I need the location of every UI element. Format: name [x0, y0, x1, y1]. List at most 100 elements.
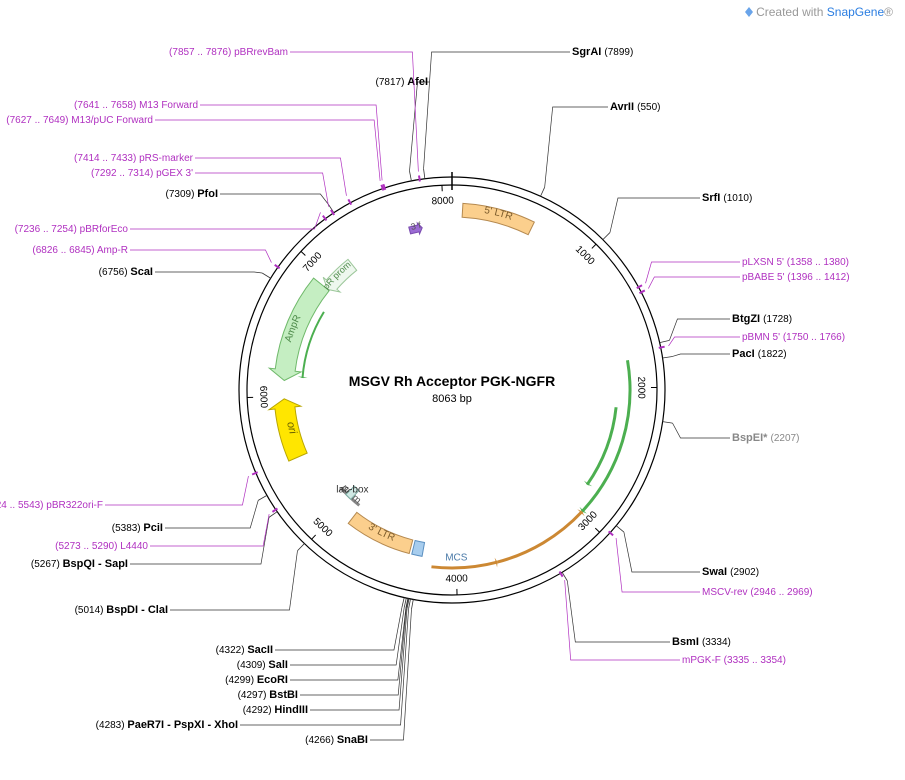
- svg-text:(5267) BspQI - SapI: (5267) BspQI - SapI: [31, 558, 128, 570]
- tick: [312, 535, 316, 539]
- svg-text:BtgZI (1728): BtgZI (1728): [732, 313, 792, 325]
- svg-text:(4292) HindIII: (4292) HindIII: [243, 704, 308, 716]
- leader-line: [130, 212, 320, 229]
- primer-tick: [419, 176, 420, 182]
- primer-label: mPGK-F (3335 .. 3354): [682, 655, 786, 666]
- leader-line: [545, 107, 608, 187]
- primer-label: (7627 .. 7649) M13/pUC Forward: [6, 115, 153, 126]
- tick-label: 8000: [431, 195, 454, 207]
- svg-text:(4283) PaeR7I - PspXI - XhoI: (4283) PaeR7I - PspXI - XhoI: [96, 719, 238, 731]
- primer-label: (7857 .. 7876) pBRrevBam: [169, 47, 288, 58]
- leader-line: [610, 198, 700, 233]
- leader-line: [672, 354, 730, 356]
- svg-text:(5383) PciI: (5383) PciI: [112, 522, 163, 534]
- primer-label: pBMN 5' (1750 .. 1766): [742, 332, 845, 343]
- svg-text:(4322) SacII: (4322) SacII: [216, 644, 273, 656]
- svg-text:(7817) AfeI: (7817) AfeI: [376, 76, 428, 88]
- site-label: BtgZI (1728): [732, 313, 792, 325]
- site-label: AvrII (550): [610, 101, 660, 113]
- leader-line: [200, 105, 382, 180]
- site-label: SgrAI (7899): [572, 46, 633, 58]
- primer-label: (5524 .. 5543) pBR322ori-F: [0, 500, 103, 511]
- watermark: Created with SnapGene®: [745, 5, 893, 19]
- site-label: (7309) PfoI: [166, 188, 218, 200]
- site-label: SrfI (1010): [702, 192, 752, 204]
- tick-label: 2000: [635, 376, 646, 399]
- leader-line: [290, 608, 406, 680]
- site-tick: [424, 169, 425, 179]
- site-tick: [411, 599, 413, 609]
- site-tick: [562, 572, 567, 581]
- site-label: (6756) ScaI: [99, 266, 153, 278]
- svg-text:(7309) PfoI: (7309) PfoI: [166, 188, 218, 200]
- site-label: BsmI (3334): [672, 636, 731, 648]
- site-tick: [663, 356, 673, 358]
- primer-tick: [659, 347, 665, 348]
- site-label: (5014) BspDI - ClaI: [75, 604, 168, 616]
- svg-text:(5014) BspDI - ClaI: (5014) BspDI - ClaI: [75, 604, 168, 616]
- feature-label: MCS: [445, 552, 468, 563]
- leader-line: [155, 272, 262, 273]
- leader-line: [300, 608, 406, 695]
- site-tick: [297, 544, 304, 551]
- leader-line: [669, 337, 740, 346]
- site-tick: [663, 422, 673, 423]
- site-tick: [410, 171, 412, 181]
- plasmid-map: Created with SnapGene®100020003000400050…: [0, 0, 905, 780]
- primer-label: (7292 .. 7314) pGEX 3': [91, 168, 193, 179]
- leader-line: [567, 581, 670, 642]
- svg-text:Created with SnapGene®: Created with SnapGene®: [756, 5, 893, 19]
- primer-label: pLXSN 5' (1358 .. 1380): [742, 257, 849, 268]
- map-size: 8063 bp: [432, 393, 472, 405]
- feature-label: lac-box: [336, 485, 368, 496]
- site-label: (5267) BspQI - SapI: [31, 558, 128, 570]
- leader-line: [220, 194, 328, 204]
- svg-text:(4266) SnaBI: (4266) SnaBI: [305, 734, 368, 746]
- site-tick: [616, 526, 624, 532]
- site-tick: [660, 340, 670, 342]
- site-label: BspEI* (2207): [732, 432, 799, 444]
- feature-arc: [497, 512, 582, 563]
- feature-arc: [587, 407, 616, 484]
- primer-label: (7414 .. 7433) pRS-marker: [74, 153, 194, 164]
- leader-line: [130, 250, 271, 263]
- tick: [301, 251, 305, 255]
- feature-block: [412, 541, 425, 557]
- leader-line: [290, 52, 418, 172]
- leader-line: [150, 514, 269, 546]
- svg-text:PacI (1822): PacI (1822): [732, 348, 787, 360]
- svg-text:(6756) ScaI: (6756) ScaI: [99, 266, 153, 278]
- site-label: (4283) PaeR7I - PspXI - XhoI: [96, 719, 238, 731]
- leader-line: [646, 262, 740, 283]
- tick-label: 4000: [445, 573, 468, 585]
- svg-text:(4299) EcoRI: (4299) EcoRI: [225, 674, 288, 686]
- map-title: MSGV Rh Acceptor PGK-NGFR: [349, 373, 555, 389]
- feature-block: [269, 278, 329, 380]
- svg-text:(4297) BstBI: (4297) BstBI: [238, 689, 298, 701]
- site-tick: [402, 598, 404, 608]
- site-label: (5383) PciI: [112, 522, 163, 534]
- tick: [592, 244, 596, 248]
- site-tick: [603, 233, 610, 240]
- leader-line: [410, 82, 430, 171]
- leader-line: [165, 500, 258, 528]
- svg-text:SgrAI (7899): SgrAI (7899): [572, 46, 633, 58]
- leader-line: [624, 532, 700, 572]
- site-label: SwaI (2902): [702, 566, 759, 578]
- svg-text:AvrII (550): AvrII (550): [610, 101, 660, 113]
- primer-label: MSCV-rev (2946 .. 2969): [702, 587, 813, 598]
- leader-line: [105, 476, 248, 505]
- tick-label: 6000: [257, 386, 269, 409]
- leader-line: [170, 551, 297, 610]
- site-tick: [258, 495, 267, 500]
- site-label: (4297) BstBI: [238, 689, 298, 701]
- leader-line: [648, 277, 740, 289]
- site-tick: [541, 187, 545, 196]
- leader-line: [673, 423, 730, 438]
- primer-label: (7236 .. 7254) pBRforEco: [15, 224, 129, 235]
- tick: [595, 528, 599, 532]
- ring-inner: [247, 185, 657, 595]
- svg-text:BsmI (3334): BsmI (3334): [672, 636, 731, 648]
- site-label: (4266) SnaBI: [305, 734, 368, 746]
- svg-text:SrfI (1010): SrfI (1010): [702, 192, 752, 204]
